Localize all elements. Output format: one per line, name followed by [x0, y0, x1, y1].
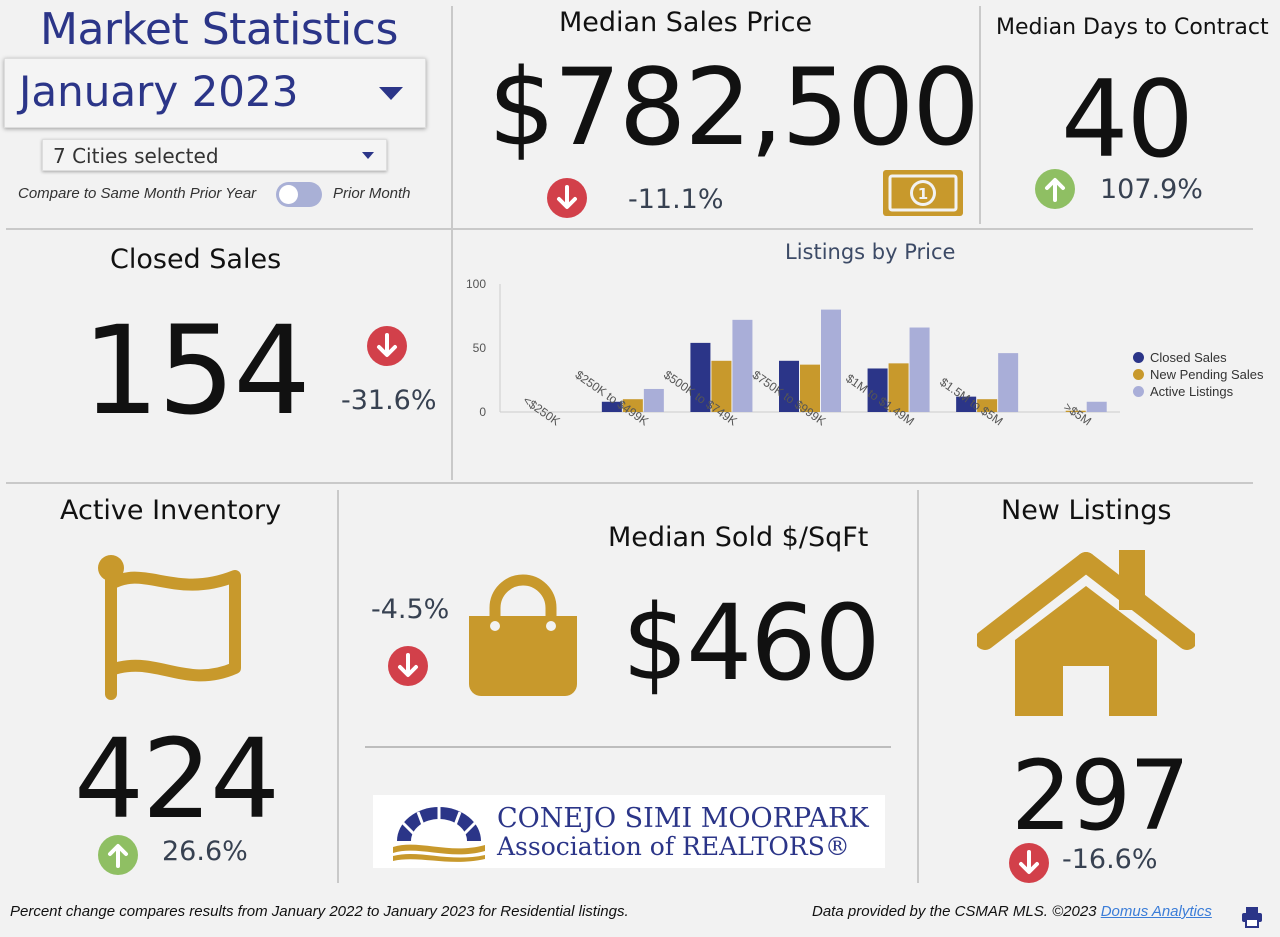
legend-active-listings: Active Listings — [1133, 384, 1233, 399]
bar-active-listings — [821, 309, 841, 412]
new-listings-title: New Listings — [1001, 495, 1172, 526]
bar-new-pending-sales — [888, 363, 909, 412]
chevron-down-icon — [379, 87, 403, 100]
median-sqft-title: Median Sold $/SqFt — [608, 522, 869, 553]
cities-dropdown[interactable]: 7 Cities selected — [42, 139, 387, 171]
arrow-down-icon — [367, 326, 407, 366]
x-tick-label: <$250K — [520, 393, 562, 428]
bar-closed-sales — [867, 368, 888, 412]
y-tick-label: 100 — [466, 277, 486, 291]
csmar-logo: CONEJO SIMI MOORPARK Association of REAL… — [373, 795, 885, 868]
new-listings-change: -16.6% — [1062, 844, 1158, 875]
active-inventory-title: Active Inventory — [60, 495, 282, 526]
month-dropdown-label: January 2023 — [19, 67, 299, 116]
arrow-up-icon — [98, 835, 138, 875]
compare-toggle[interactable] — [276, 182, 322, 207]
y-tick-label: 0 — [479, 405, 486, 419]
bar-new-pending-sales — [800, 364, 820, 412]
compare-prior-year-label: Compare to Same Month Prior Year — [18, 185, 257, 202]
bar-closed-sales — [690, 342, 711, 412]
logo-line-1: CONEJO SIMI MOORPARK — [497, 803, 869, 834]
bar-new-pending-sales — [711, 360, 732, 412]
bar-closed-sales — [779, 360, 799, 412]
svg-text:1: 1 — [918, 185, 928, 203]
bar-closed-sales — [601, 401, 622, 412]
bar-active-listings — [732, 319, 753, 412]
month-dropdown[interactable]: January 2023 — [4, 58, 426, 128]
bar-closed-sales — [956, 396, 977, 412]
legend-new-pending-sales: New Pending Sales — [1133, 367, 1263, 382]
page-title: Market Statistics — [40, 4, 398, 55]
bar-new-pending-sales — [977, 399, 998, 412]
cities-dropdown-label: 7 Cities selected — [53, 144, 219, 168]
footer-credit: Data provided by the CSMAR MLS. ©2023 Do… — [812, 903, 1212, 920]
logo-line-2: Association of REALTORS® — [497, 832, 850, 861]
money-bill-icon: 1 — [881, 168, 965, 223]
median-sales-price-change: -11.1% — [628, 184, 724, 215]
bar-new-pending-sales — [1065, 410, 1086, 412]
bar-new-pending-sales — [622, 399, 643, 412]
arrow-down-icon — [1009, 843, 1049, 883]
compare-prior-month-label: Prior Month — [333, 185, 411, 202]
toggle-knob — [279, 185, 298, 204]
bar-active-listings — [1086, 401, 1107, 412]
logo-emblem — [393, 807, 485, 862]
y-tick-label: 50 — [473, 341, 487, 355]
chevron-down-icon — [362, 152, 374, 159]
median-sales-price-value: $782,500 — [488, 46, 980, 169]
arrow-up-icon — [1035, 169, 1075, 209]
median-days-change: 107.9% — [1100, 174, 1203, 205]
median-days-value: 40 — [1061, 58, 1194, 181]
house-icon — [975, 548, 1197, 723]
legend-closed-sales: Closed Sales — [1133, 350, 1227, 365]
new-listings-value: 297 — [1011, 740, 1190, 852]
median-sqft-value: $460 — [622, 582, 881, 704]
closed-sales-value: 154 — [82, 300, 311, 442]
x-tick-label: $250K to $499K — [573, 368, 652, 429]
printer-icon[interactable] — [1240, 905, 1264, 934]
arrow-down-icon — [547, 178, 587, 218]
median-sqft-change: -4.5% — [371, 594, 450, 625]
closed-sales-title: Closed Sales — [110, 244, 282, 275]
closed-sales-change: -31.6% — [341, 385, 437, 416]
arrow-down-icon — [388, 646, 428, 686]
median-sales-price-title: Median Sales Price — [559, 7, 813, 38]
bar-active-listings — [998, 353, 1019, 412]
domus-analytics-link[interactable]: Domus Analytics — [1100, 903, 1212, 920]
footer-credit-text: Data provided by the CSMAR MLS. ©2023 — [812, 903, 1097, 920]
active-inventory-value: 424 — [74, 715, 280, 843]
active-inventory-change: 26.6% — [162, 836, 248, 867]
bar-active-listings — [643, 388, 664, 412]
shopping-bag-icon — [465, 568, 581, 703]
bar-active-listings — [909, 327, 930, 412]
footer-note: Percent change compares results from Jan… — [10, 903, 629, 920]
flag-icon — [95, 552, 247, 707]
chart-title: Listings by Price — [785, 240, 956, 264]
median-days-title: Median Days to Contract — [996, 15, 1269, 40]
